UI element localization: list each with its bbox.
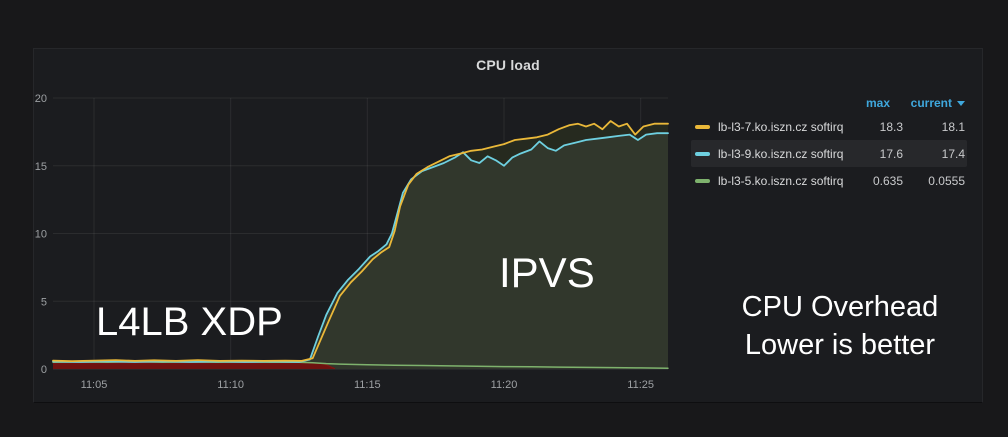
legend: max current lb-l3-7.ko.iszn.cz softirq 18… (691, 93, 967, 194)
chevron-down-icon[interactable] (957, 100, 965, 106)
x-axis-tick-label: 11:25 (627, 379, 654, 391)
x-axis-tick-label: 11:10 (217, 379, 244, 391)
legend-max-value: 0.635 (872, 173, 903, 188)
panel-title[interactable]: CPU load (476, 57, 540, 73)
series-label[interactable]: lb-l3-5.ko.iszn.cz softirq (718, 173, 844, 188)
x-axis-tick-label: 11:15 (354, 379, 381, 391)
series-label[interactable]: lb-l3-7.ko.iszn.cz softirq (718, 119, 844, 134)
series-fill-1 (53, 133, 668, 369)
legend-rows: lb-l3-7.ko.iszn.cz softirq 18.3 18.1 lb-l3-… (691, 113, 967, 194)
legend-sort-current[interactable]: current (910, 96, 952, 110)
annotation-ipvs: IPVS (499, 249, 595, 296)
legend-current-value: 0.0555 (928, 173, 965, 188)
series-color-swatch[interactable] (695, 178, 710, 183)
y-axis-tick-label: 15 (35, 161, 47, 173)
legend-row: lb-l3-7.ko.iszn.cz softirq 18.3 18.1 (691, 113, 967, 140)
legend-header: max current (691, 93, 967, 113)
cpu-load-chart[interactable]: 0 5 10 15 20 11:05 11:10 11:15 11:20 11:25 (34, 49, 714, 399)
y-axis-tick-label: 5 (41, 296, 47, 308)
series-color-swatch[interactable] (695, 124, 710, 129)
annotation-overhead-line1: CPU Overhead (741, 291, 939, 323)
cpu-load-panel: CPU load 0 5 10 15 20 11:05 11:10 11:15 11:20 11:… (33, 48, 983, 403)
legend-row: lb-l3-9.ko.iszn.cz softirq 17.6 17.4 (691, 140, 967, 167)
legend-current-value: 17.4 (941, 146, 965, 161)
series-fill-band (53, 362, 335, 369)
series-color-swatch[interactable] (695, 151, 710, 156)
legend-max-value: 18.3 (879, 119, 903, 134)
x-axis-tick-label: 11:05 (81, 379, 108, 391)
legend-sort-max[interactable]: max (865, 96, 890, 110)
series-label[interactable]: lb-l3-9.ko.iszn.cz softirq (718, 146, 844, 161)
y-axis-tick-label: 20 (35, 93, 47, 105)
series-line-0 (52, 120, 669, 363)
y-axis-tick-label: 0 (41, 364, 47, 376)
y-axis-tick-label: 10 (35, 229, 47, 241)
annotation-l4lb-xdp: L4LB XDP (96, 300, 283, 344)
annotation-cpu-overhead: CPU Overhead Lower is better (716, 288, 964, 364)
x-axis-tick-label: 11:20 (491, 379, 518, 391)
annotation-overhead-line2: Lower is better (744, 329, 936, 361)
legend-row: lb-l3-5.ko.iszn.cz softirq 0.635 0.0555 (691, 167, 967, 194)
legend-current-value: 18.1 (941, 119, 965, 134)
legend-max-value: 17.6 (879, 146, 903, 161)
